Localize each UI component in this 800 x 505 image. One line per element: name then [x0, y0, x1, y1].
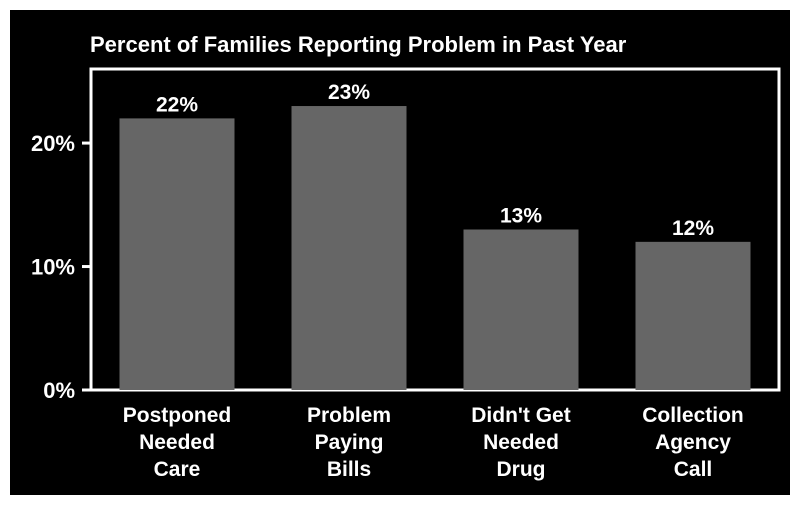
x-tick-label-line: Needed — [483, 431, 559, 454]
x-tick-label-line: Bills — [327, 458, 371, 481]
x-tick-label-line: Collection — [642, 404, 744, 427]
x-tick-label-line: Agency — [655, 431, 731, 454]
data-label: 22% — [156, 93, 198, 116]
plot-border — [89, 67, 781, 392]
data-label: 13% — [500, 205, 542, 228]
y-tick-label: 20% — [31, 131, 75, 156]
plot-area: 0% 10% 20% 22% Postponed Needed Care 23% Problem… — [31, 67, 781, 481]
bar — [119, 118, 235, 390]
x-tick-label: Problem Paying Bills — [307, 404, 391, 481]
y-tick-label: 0% — [43, 378, 75, 403]
x-tick-label-line: Didn't Get — [471, 404, 570, 427]
bar — [635, 241, 751, 390]
bar — [291, 106, 407, 391]
x-tick-label-line: Drug — [497, 458, 546, 481]
x-tick-label: Didn't Get Needed Drug — [471, 404, 570, 481]
x-tick-label-line: Problem — [307, 404, 391, 427]
data-label: 23% — [328, 81, 370, 104]
x-tick-label-line: Paying — [315, 431, 384, 454]
x-tick-label-line: Care — [154, 458, 201, 481]
x-tick-label-line: Needed — [139, 431, 215, 454]
x-tick-label: Postponed Needed Care — [123, 404, 232, 481]
data-label: 12% — [672, 217, 714, 240]
chart-title: Percent of Families Reporting Problem in… — [90, 32, 627, 57]
x-tick-label-line: Call — [674, 458, 713, 481]
x-tick-label-line: Postponed — [123, 404, 232, 427]
bar — [463, 229, 579, 390]
y-tick-label: 10% — [31, 255, 75, 280]
x-tick-label: Collection Agency Call — [642, 404, 744, 481]
